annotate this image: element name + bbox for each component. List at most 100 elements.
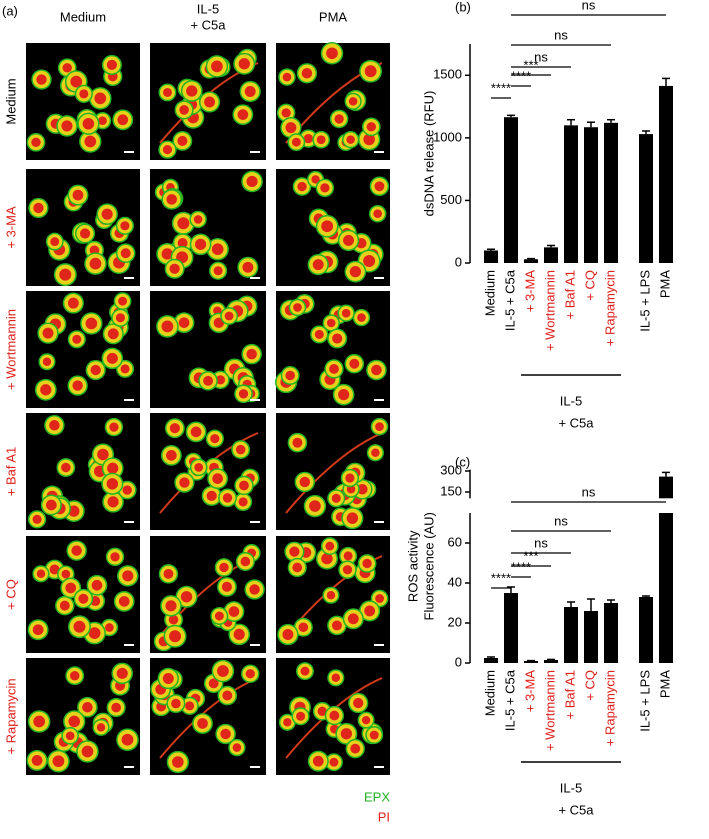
cell-nucleus — [179, 105, 189, 115]
row-label: Medium — [3, 78, 18, 124]
cell-nucleus — [326, 318, 336, 328]
cell-nucleus — [283, 718, 292, 727]
cell-nucleus — [177, 238, 188, 248]
cell-nucleus — [298, 622, 309, 633]
cell-nucleus — [357, 313, 366, 322]
cell-nucleus — [96, 723, 106, 732]
cell-nucleus — [36, 569, 46, 579]
cell-nucleus — [84, 135, 97, 148]
cell-nucleus — [115, 313, 125, 323]
cell-nucleus — [101, 208, 113, 220]
cell-nucleus — [346, 512, 359, 524]
significance-label: **** — [511, 68, 531, 83]
cell-nucleus — [249, 584, 260, 595]
cell-nucleus — [118, 596, 130, 607]
cell-nucleus — [204, 96, 215, 108]
x-tick-label: + Wortmannin — [542, 270, 557, 351]
significance-label: ns — [554, 27, 568, 42]
x-tick-label: + 3-MA — [522, 270, 537, 313]
cell-nucleus — [177, 135, 188, 146]
cell-nucleus — [120, 248, 131, 259]
cell-nucleus — [178, 317, 190, 328]
y-tick-label: 0 — [455, 654, 462, 669]
cell-nucleus — [82, 117, 95, 130]
cell-nucleus — [221, 581, 232, 592]
x-tick-label: PMA — [657, 270, 672, 299]
column-header: PMA — [319, 9, 348, 24]
net-fiber — [285, 432, 383, 514]
cell-nucleus — [49, 420, 60, 431]
cell-nucleus — [169, 263, 180, 274]
cell-nucleus — [172, 756, 184, 768]
cell-nucleus — [373, 209, 383, 219]
cell-nucleus — [42, 357, 52, 367]
row-label: + 3-MA — [3, 206, 18, 249]
cell-nucleus — [235, 444, 246, 455]
cell-nucleus — [282, 72, 292, 82]
cell-nucleus — [303, 133, 313, 144]
cell-nucleus — [79, 228, 91, 239]
cell-nucleus — [210, 434, 220, 444]
cell-nucleus — [40, 384, 52, 396]
cell-nucleus — [331, 673, 341, 683]
cell-nucleus — [331, 620, 342, 631]
cell-nucleus — [301, 68, 313, 79]
y-tick-label: 150 — [440, 483, 462, 498]
cell-nucleus — [217, 665, 229, 677]
cell-nucleus — [50, 237, 60, 247]
column-header: + C5a — [190, 17, 226, 32]
x-tick-label: IL-5 + LPS — [637, 670, 652, 732]
bar — [604, 603, 618, 663]
cell-nucleus — [369, 730, 379, 740]
significance-label: ns — [582, 484, 596, 499]
cell-nucleus — [329, 364, 339, 374]
cell-nucleus — [69, 670, 80, 681]
cell-nucleus — [61, 569, 71, 579]
cell-nucleus — [120, 364, 130, 374]
cell-nucleus — [297, 181, 307, 192]
cell-nucleus — [299, 476, 311, 488]
cell-nucleus — [81, 745, 94, 758]
cell-nucleus — [222, 493, 233, 503]
x-tick-label: + Rapamycin — [602, 270, 617, 346]
bar — [584, 611, 598, 663]
cell-nucleus — [374, 181, 385, 192]
cell-nucleus — [238, 389, 249, 399]
cell-nucleus — [362, 558, 372, 569]
bar — [564, 125, 578, 263]
cell-nucleus — [219, 562, 229, 573]
net-fiber — [159, 677, 259, 759]
cell-nucleus — [166, 194, 178, 205]
significance-label: *** — [523, 548, 538, 563]
cell-nucleus — [244, 86, 256, 97]
cell-nucleus — [321, 552, 333, 565]
cell-nucleus — [361, 715, 371, 725]
column-header: IL-5 — [197, 1, 219, 16]
cell-nucleus — [71, 545, 82, 556]
cell-nucleus — [31, 754, 43, 766]
cell-nucleus — [68, 715, 81, 728]
cell-nucleus — [98, 116, 107, 126]
group-label: + C5a — [558, 802, 594, 817]
cell-nucleus — [161, 248, 173, 260]
cell-nucleus — [107, 462, 119, 474]
cell-nucleus — [238, 58, 250, 70]
cell-nucleus — [97, 448, 109, 461]
cell-nucleus — [289, 546, 300, 557]
cell-nucleus — [70, 75, 83, 88]
group-label: IL-5 — [560, 393, 582, 408]
cell-nucleus — [52, 755, 65, 768]
cell-nucleus — [285, 122, 297, 134]
cell-nucleus — [73, 620, 86, 633]
cell-nucleus — [91, 579, 103, 591]
panel-label: (a) — [2, 3, 18, 18]
bar — [544, 247, 558, 263]
x-tick-label: Medium — [482, 670, 497, 716]
cell-nucleus — [329, 757, 339, 767]
cell-nucleus — [177, 217, 190, 230]
y-tick-label: 500 — [440, 192, 462, 207]
micrograph — [276, 413, 390, 530]
y-tick-label: 20 — [448, 614, 462, 629]
cell-nucleus — [61, 462, 71, 473]
